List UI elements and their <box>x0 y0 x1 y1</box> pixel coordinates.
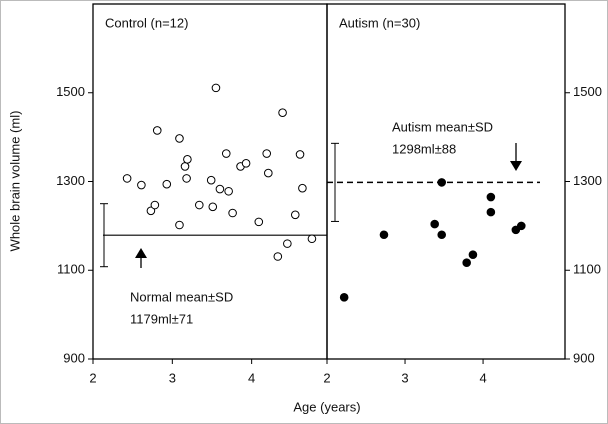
data-point <box>307 234 317 244</box>
y-tick-label: 1300 <box>573 173 602 188</box>
x-tick-label: 2 <box>89 370 96 385</box>
data-point <box>182 174 191 183</box>
data-point <box>339 293 349 302</box>
x-axis-label: Age (years) <box>293 399 360 414</box>
data-point <box>208 202 218 212</box>
y-tick-label: 1500 <box>56 84 85 99</box>
data-point <box>290 210 300 220</box>
y-tick-label: 1100 <box>573 262 601 277</box>
annotation: Autism mean±SD <box>392 119 493 134</box>
data-point <box>241 159 251 168</box>
data-point <box>283 239 292 248</box>
x-tick-label: 2 <box>323 370 330 385</box>
data-point <box>430 219 439 229</box>
data-point <box>162 179 172 189</box>
data-point <box>254 217 264 227</box>
data-point <box>224 186 233 196</box>
data-point <box>517 221 526 231</box>
data-point <box>486 207 496 217</box>
y-tick-label: 900 <box>573 350 595 365</box>
panel-title: Autism (n=30) <box>339 15 420 30</box>
data-point <box>486 192 496 202</box>
data-point <box>437 230 447 240</box>
arrow-head <box>510 161 522 171</box>
y-axis-label: Whole brain volume (ml) <box>7 111 22 252</box>
arrow-head <box>135 248 147 258</box>
data-point <box>228 208 237 218</box>
annotation: 1179ml±71 <box>130 311 193 326</box>
data-point <box>298 183 307 193</box>
data-point <box>264 168 273 178</box>
data-point <box>122 174 132 183</box>
data-point <box>206 175 216 185</box>
data-point <box>468 250 478 260</box>
data-point <box>462 258 471 268</box>
data-point <box>262 149 272 158</box>
data-point <box>175 134 184 143</box>
data-point <box>221 149 231 158</box>
data-point <box>137 180 146 190</box>
y-tick-label: 1100 <box>57 262 85 277</box>
data-point <box>379 230 389 240</box>
data-point <box>278 108 287 118</box>
annotation: 1298ml±88 <box>392 141 456 156</box>
x-tick-label: 4 <box>248 370 255 385</box>
x-tick-label: 4 <box>479 370 486 385</box>
data-point <box>152 126 162 135</box>
data-point <box>146 206 156 216</box>
data-point <box>211 83 221 93</box>
data-point <box>437 178 447 187</box>
data-point <box>183 155 192 164</box>
data-point <box>194 200 204 210</box>
y-tick-label: 900 <box>63 350 85 365</box>
plot-frame <box>326 3 566 360</box>
data-point <box>180 162 190 171</box>
y-tick-label: 1500 <box>573 84 602 99</box>
x-tick-label: 3 <box>169 370 176 385</box>
data-point <box>150 200 160 210</box>
x-tick-label: 3 <box>401 370 408 385</box>
data-point <box>273 252 283 261</box>
y-tick-label: 1300 <box>56 173 85 188</box>
data-point <box>295 150 305 159</box>
annotation: Normal mean±SD <box>130 289 233 304</box>
data-point <box>215 184 225 194</box>
panel-title: Control (n=12) <box>105 15 188 30</box>
data-point <box>175 220 184 230</box>
